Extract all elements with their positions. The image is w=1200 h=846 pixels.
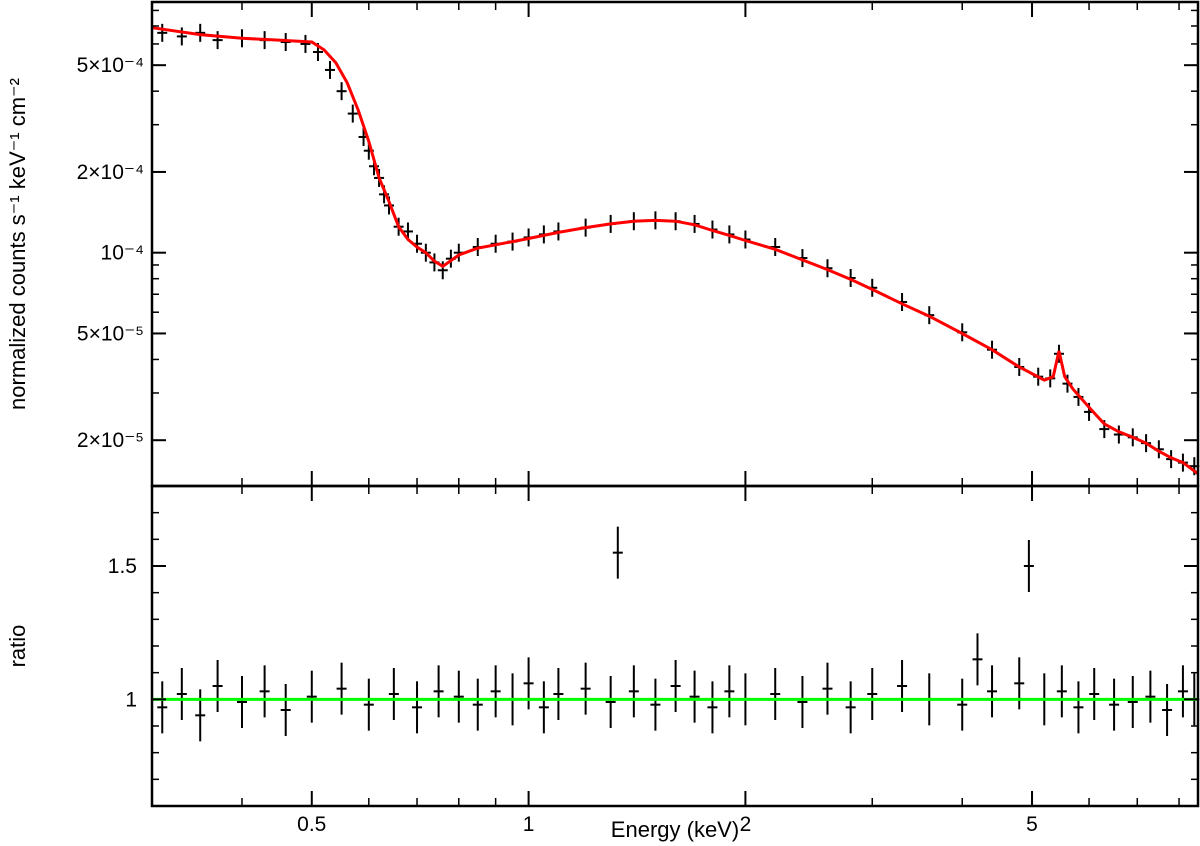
ratio-point [306, 670, 317, 723]
ratio-point [605, 676, 616, 728]
ratio-point [1023, 540, 1034, 592]
ratio-point [157, 681, 168, 734]
x-tick-label: 0.5 [297, 813, 326, 836]
data-point [212, 31, 223, 50]
top-model-curve [151, 26, 1199, 475]
ratio-point [724, 665, 735, 718]
data-point [325, 60, 336, 79]
ratio-point [689, 670, 700, 723]
ratio-point [972, 633, 983, 686]
ratio-point [1145, 670, 1156, 723]
y-tick-label: 10⁻⁴ [101, 242, 144, 265]
ratio-point [453, 670, 464, 723]
ratio-point [770, 668, 781, 720]
data-point [336, 82, 347, 101]
ratio-point [363, 678, 374, 731]
ratio-point [236, 676, 247, 728]
ratio-point [897, 660, 908, 712]
model-line [151, 26, 1199, 475]
ratio-point [538, 681, 549, 734]
y-tick-label: 2×10⁻⁵ [77, 429, 144, 452]
ratio-point [822, 662, 833, 715]
x-tick-label: 1 [523, 813, 535, 836]
ratio-point [259, 665, 270, 718]
ratio-point [553, 668, 564, 720]
ratio-point [628, 665, 639, 718]
ratio-point [707, 681, 718, 734]
ratio-point [1056, 665, 1067, 718]
ratio-point [670, 660, 681, 712]
ratio-point [176, 668, 187, 720]
ratio-point [280, 684, 291, 736]
ratio-point [797, 676, 808, 728]
data-point [347, 104, 358, 123]
ratio-point [433, 665, 444, 718]
data-point [157, 23, 168, 42]
x-axis-label: Energy (keV) [611, 817, 739, 842]
y-tick-label: 5×10⁻⁴ [77, 54, 144, 77]
ratio-point [412, 681, 423, 734]
ratio-point [1177, 665, 1188, 718]
bottom-x-ticks: 0.5 1 2 5 [151, 486, 1180, 836]
ratio-point [212, 660, 223, 712]
x-tick-label: 2 [740, 813, 752, 836]
top-y-ticks: 2×10⁻⁵ 5×10⁻⁵ 10⁻⁴ 2×10⁻⁴ 5×10⁻⁴ [77, 9, 1198, 452]
ratio-point [987, 665, 998, 718]
data-point [437, 261, 448, 280]
y-tick-label: 5×10⁻⁵ [77, 322, 144, 345]
ratio-point [1162, 684, 1173, 736]
ratio-point [388, 668, 399, 720]
ratio-point [957, 678, 968, 731]
ratio-point [1127, 676, 1138, 728]
bottom-panel: 11.5 0.5 1 2 5 ratio Energy (keV) [5, 484, 1200, 842]
ratio-point [336, 662, 347, 715]
y-tick-label: 1 [125, 688, 137, 711]
y-tick-label: 2×10⁻⁴ [77, 161, 144, 184]
ratio-point [612, 526, 623, 579]
top-x-ticks [151, 2, 1180, 486]
bottom-y-axis-label: ratio [5, 625, 30, 668]
x-tick-label: 5 [1026, 813, 1038, 836]
ratio-point [845, 681, 856, 734]
data-point [176, 27, 187, 46]
ratio-point [650, 678, 661, 731]
y-tick-label: 1.5 [108, 555, 137, 578]
data-point [300, 34, 311, 53]
ratio-point [580, 662, 591, 715]
ratio-point [472, 678, 483, 731]
top-y-axis-label: normalized counts s⁻¹ keV⁻¹ cm⁻² [5, 78, 30, 410]
ratio-point [490, 665, 501, 718]
bottom-y-ticks: 11.5 [108, 511, 1198, 781]
ratio-point [1073, 681, 1084, 734]
ratio-point [1109, 678, 1120, 731]
ratio-point [867, 668, 878, 720]
ratio-point [1089, 668, 1100, 720]
top-panel: 2×10⁻⁵ 5×10⁻⁵ 10⁻⁴ 2×10⁻⁴ 5×10⁻⁴ normalized … [5, 0, 1200, 488]
